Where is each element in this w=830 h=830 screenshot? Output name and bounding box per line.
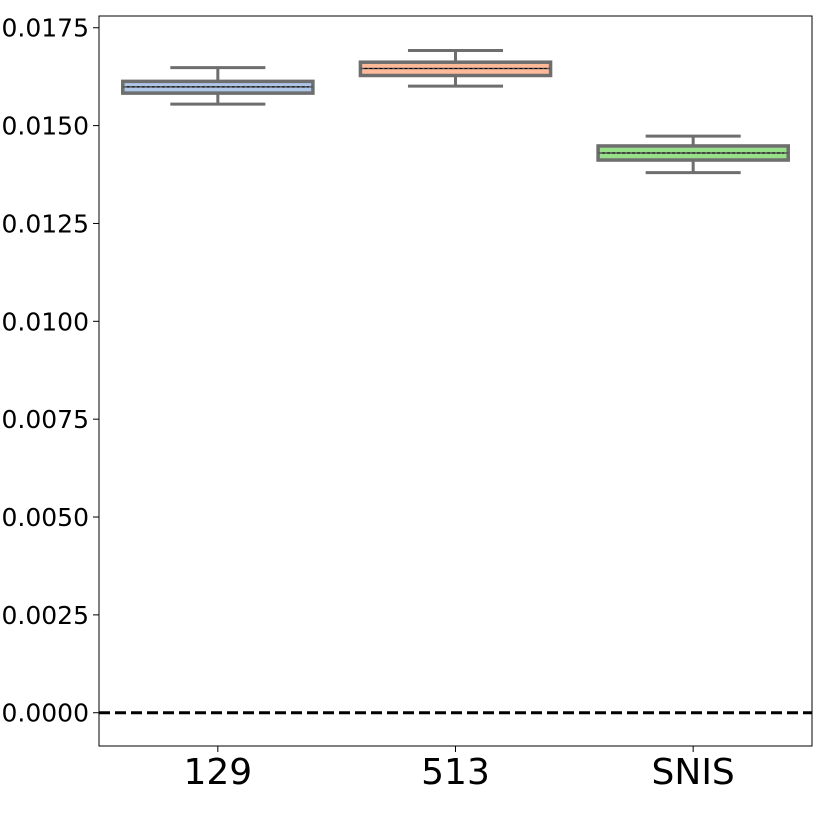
x-tick-label: 129 xyxy=(183,752,252,793)
box-129 xyxy=(121,66,315,106)
y-tick-label: 0.0175 xyxy=(2,14,89,43)
y-tick-label: 0.0050 xyxy=(2,503,89,532)
box-513 xyxy=(358,48,553,88)
box-SNIS xyxy=(596,134,790,175)
y-tick-label: 0.0150 xyxy=(2,112,89,141)
y-tick-label: 0.0125 xyxy=(2,209,89,238)
plot-frame xyxy=(98,15,813,747)
x-tick-label: 513 xyxy=(421,752,490,793)
y-tick-label: 0.0075 xyxy=(2,405,89,434)
x-tick-label: SNIS xyxy=(652,752,735,793)
y-tick-label: 0.0100 xyxy=(2,307,89,336)
y-axis: 0.0000 0.0025 0.0050 0.0075 0.0100 0.0125 0.01… xyxy=(2,14,99,728)
x-axis: 129 513 SNIS xyxy=(183,746,735,793)
boxes-layer xyxy=(121,48,790,175)
y-tick-label: 0.0025 xyxy=(2,601,89,630)
y-tick-label: 0.0000 xyxy=(2,699,89,728)
